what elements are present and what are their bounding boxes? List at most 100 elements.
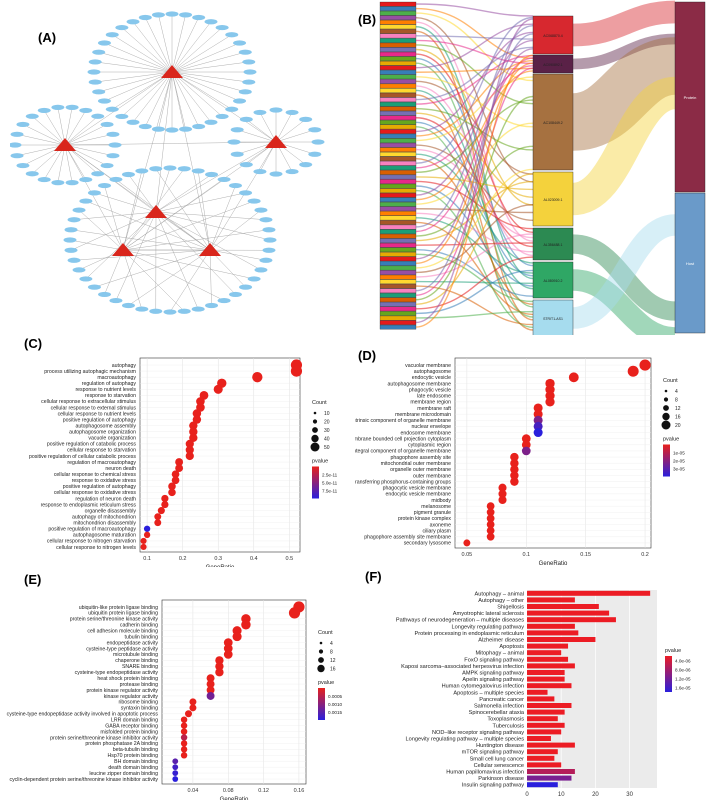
network-edge: [158, 71, 173, 130]
sankey-gene-box: [379, 1, 417, 7]
bar: [527, 683, 572, 689]
network-edge: [275, 119, 306, 143]
bar: [527, 604, 599, 609]
network-node: [105, 106, 119, 112]
sankey-flow: [415, 256, 534, 310]
y-tick-label: endocytic vesicle: [412, 375, 451, 381]
y-tick-label: Longevity regulating pathway – multiple …: [406, 737, 525, 743]
legend-count-label: 12: [675, 406, 681, 412]
sankey-gene-box: [379, 311, 417, 316]
data-point: [206, 686, 215, 695]
y-tick-label: Longevity regulating pathway: [452, 624, 525, 630]
y-tick-label: protease binding: [120, 682, 158, 688]
data-point: [510, 458, 519, 468]
sankey-gene-box: [379, 129, 417, 134]
network-node: [79, 276, 93, 282]
network-node: [88, 79, 102, 85]
legend-count-title: Count: [312, 400, 327, 406]
y-tick-label: cellular response to nutrient levels: [58, 411, 137, 417]
network-node: [106, 131, 120, 137]
y-tick-label: positive regulation of macroautophagy: [48, 527, 136, 533]
network-edge: [155, 192, 246, 213]
y-tick-label: cellular response to chemical stress: [54, 472, 137, 478]
data-point: [180, 746, 188, 753]
network-node: [239, 162, 253, 168]
network-node: [97, 98, 111, 104]
network-edge: [57, 107, 66, 146]
x-tick-label: 0.5: [286, 556, 294, 562]
bar: [527, 590, 651, 596]
y-tick-label: autophagy of mitochondrion: [72, 514, 136, 520]
data-point: [175, 458, 184, 466]
y-tick-label: cellular response to oxidative stress: [54, 490, 137, 496]
y-tick-label: Shigellosis: [497, 605, 524, 611]
bar: [527, 722, 565, 728]
data-point: [288, 607, 301, 619]
data-point: [498, 483, 507, 492]
sankey-flow: [415, 107, 534, 151]
sankey-lncrna-label: AL356488.1: [544, 243, 563, 247]
x-tick-label: 0.4: [250, 556, 258, 562]
panel-label-e: (E): [24, 572, 42, 587]
bar: [527, 670, 565, 675]
network-edge: [171, 14, 186, 73]
sankey-gene-box: [379, 88, 417, 93]
y-tick-label: cellular response to starvation: [67, 448, 136, 454]
network-node: [10, 142, 22, 148]
x-tick-label: 30: [626, 792, 633, 798]
sankey-gene-box: [379, 211, 417, 216]
plot-grid: [140, 358, 300, 552]
y-tick-label: secondary lysosome: [404, 541, 451, 547]
bar: [527, 637, 596, 642]
network-node: [92, 89, 106, 95]
y-tick-label: vacuole organization: [88, 436, 136, 442]
network-edge: [22, 124, 66, 146]
y-tick-label: Autophagy – animal: [475, 591, 524, 597]
legend-pvalue-label: 1e-05: [673, 451, 685, 456]
sankey-flow: [415, 39, 534, 196]
legend-count-label: 8: [330, 650, 333, 656]
sankey-flow: [415, 95, 534, 301]
network-node: [72, 207, 86, 213]
network-node: [204, 19, 218, 25]
network-edge: [171, 42, 240, 73]
bar: [527, 742, 575, 748]
sankey-right-column: Protein Host: [674, 1, 706, 334]
sankey-gene-box: [379, 83, 417, 89]
sankey-gene-box: [379, 61, 417, 66]
data-point: [498, 489, 507, 498]
network-node: [263, 237, 277, 243]
y-tick-label: autophagosome membrane: [388, 381, 452, 387]
sankey-flow: [571, 214, 677, 329]
legend-count-label: 30: [324, 428, 330, 434]
y-tick-label: GABA receptor binding: [105, 723, 158, 729]
y-tick-label: response to endoplasmic reticulum stress: [41, 502, 137, 508]
network-node: [115, 24, 129, 31]
network-edge: [171, 71, 186, 130]
plot-grid: [526, 590, 630, 788]
sankey-flow: [415, 67, 534, 296]
x-tick-label: 0.3: [214, 556, 222, 562]
network-node: [149, 308, 163, 314]
y-tick-label: Alzheimer disease: [478, 638, 524, 644]
network-edge: [64, 110, 86, 146]
network-edge: [64, 107, 73, 146]
network-edge: [171, 17, 199, 73]
sankey-category-box: [674, 192, 706, 334]
network-edge: [209, 141, 277, 251]
sankey-gene-box: [379, 297, 417, 303]
sankey-flow: [415, 70, 534, 201]
network-node: [254, 267, 268, 273]
legend-count-dot: [662, 412, 670, 421]
sankey-gene-box: [379, 179, 417, 184]
network-node: [205, 171, 219, 178]
network-edge: [112, 71, 173, 110]
network-node: [299, 116, 313, 122]
bar: [527, 736, 551, 741]
network-edge: [121, 27, 173, 73]
network-hub: [161, 65, 183, 78]
bar: [527, 663, 575, 669]
network-edge: [128, 174, 157, 213]
network-node: [192, 14, 206, 21]
network-node: [242, 79, 256, 85]
